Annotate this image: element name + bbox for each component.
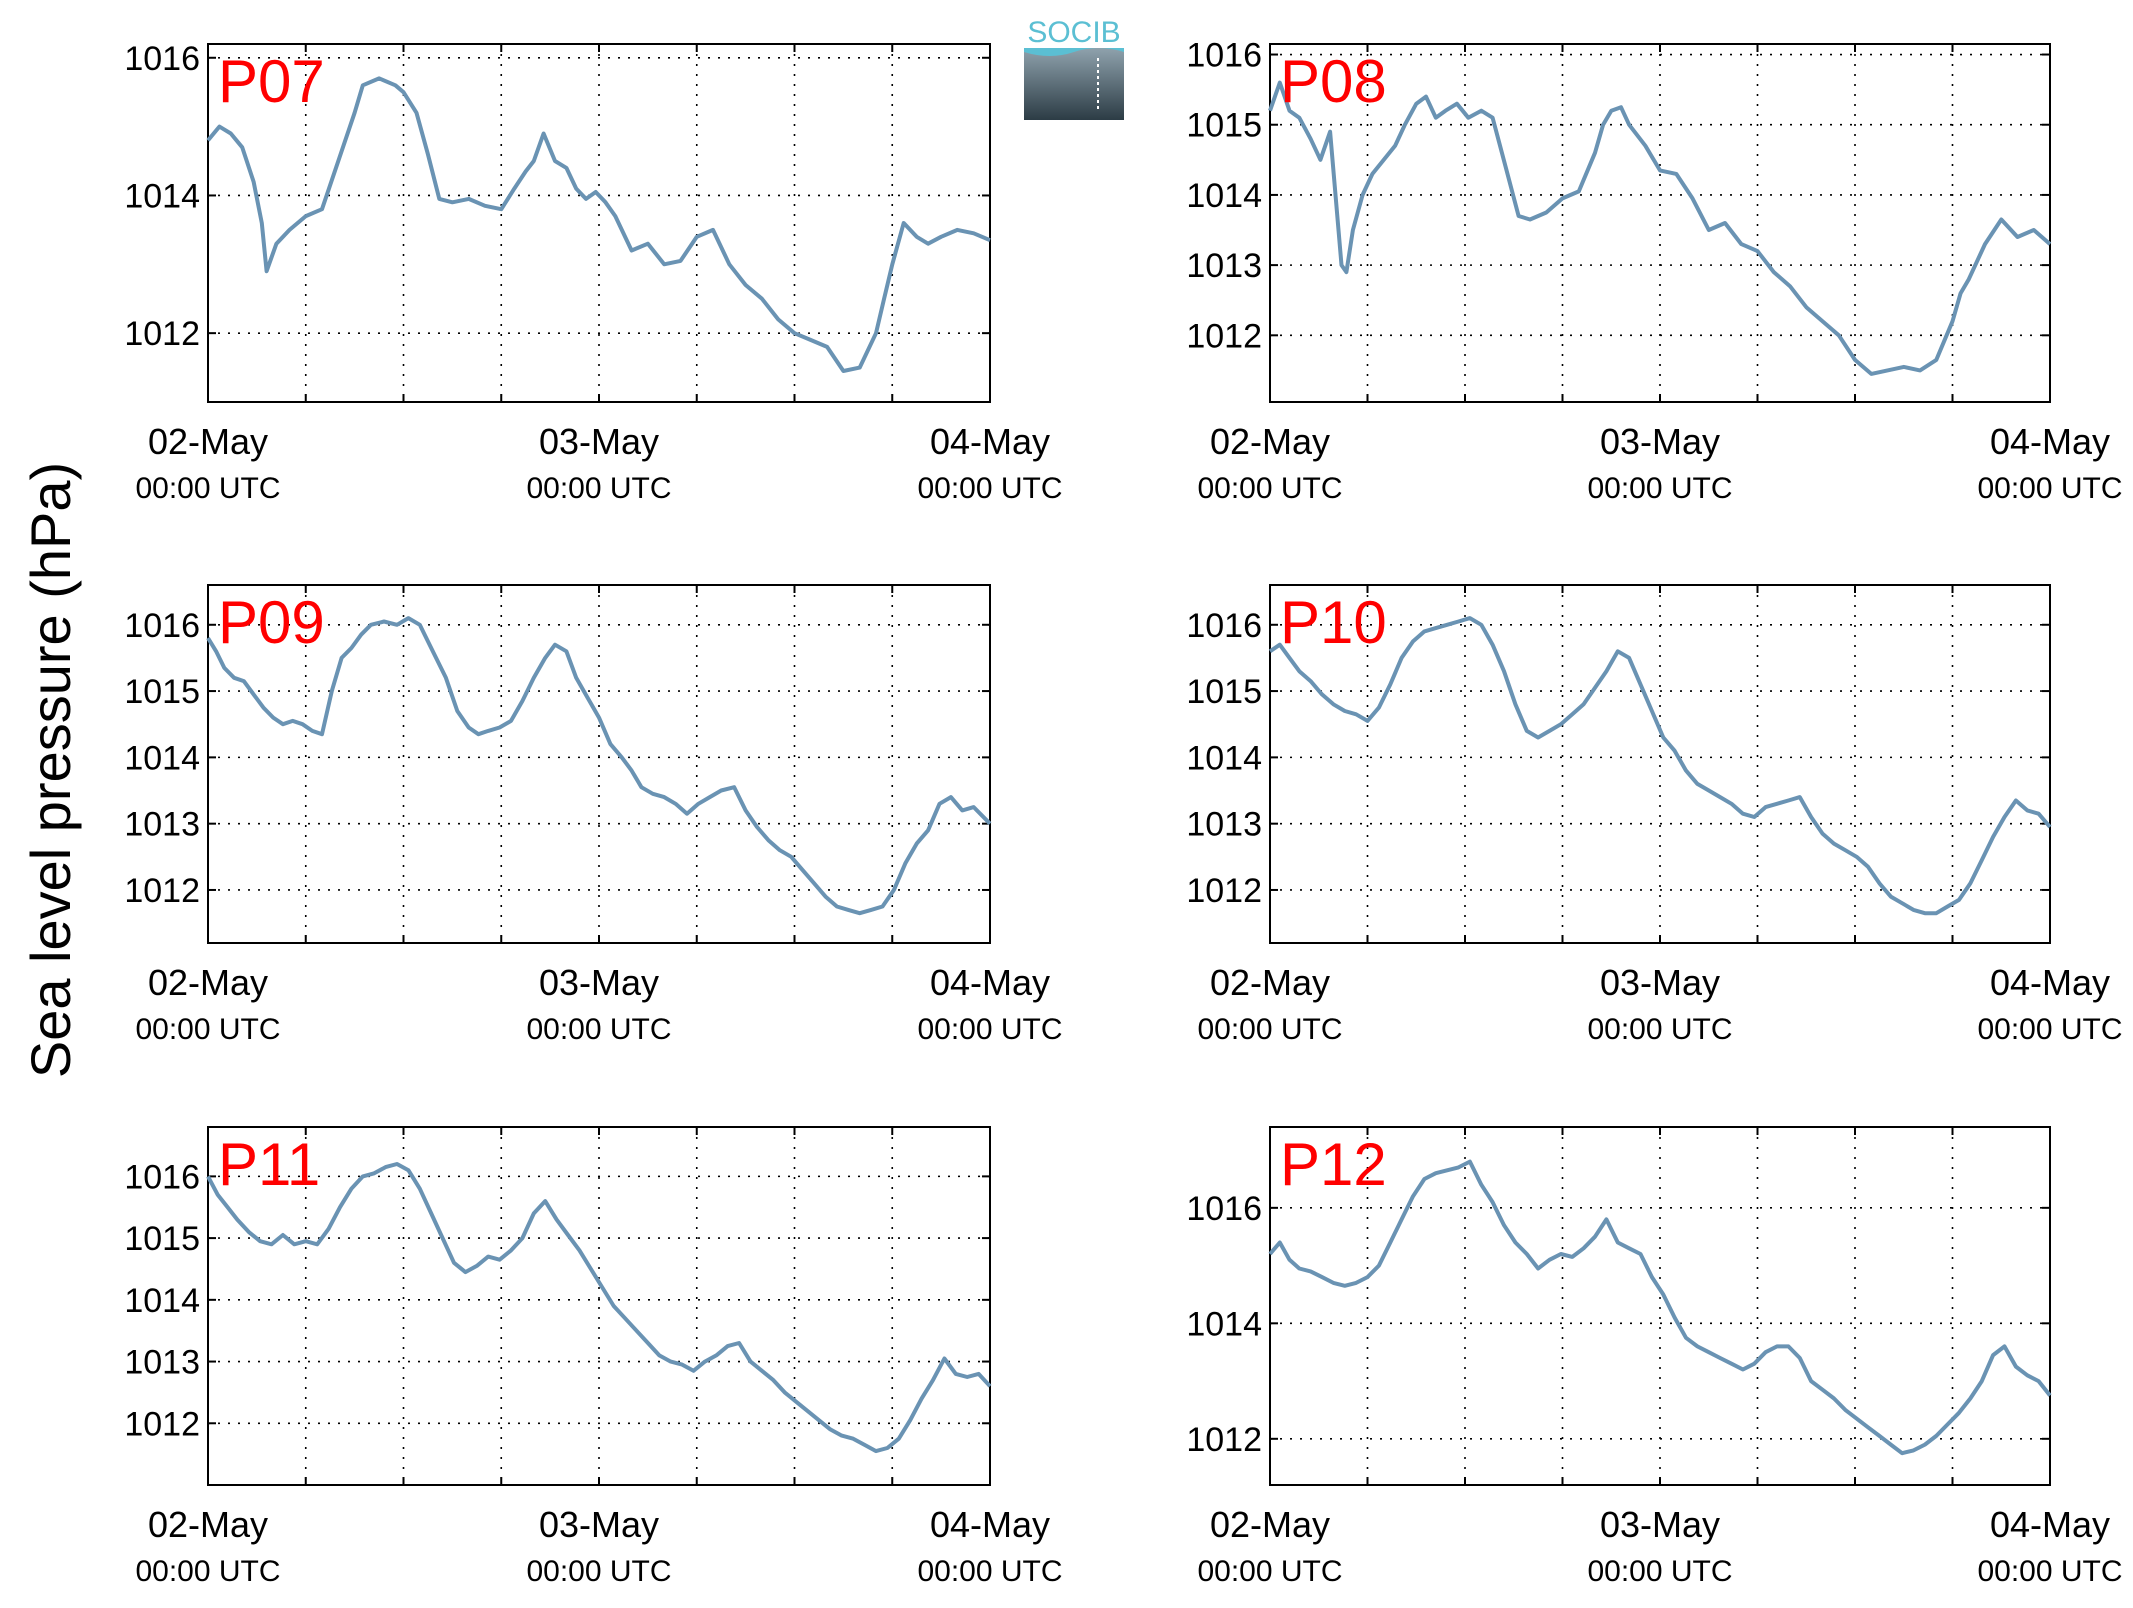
x-tick-label-date: 04-May [1990, 1504, 2110, 1545]
logo-block [1024, 48, 1124, 120]
x-tick-label-time: 00:00 UTC [1197, 472, 1342, 505]
x-tick-label-date: 03-May [539, 1504, 659, 1545]
x-tick-label-time: 00:00 UTC [526, 472, 671, 505]
x-tick-label-time: 00:00 UTC [917, 472, 1062, 505]
series-line [206, 76, 991, 373]
y-tick-label: 1016 [124, 607, 200, 645]
y-tick-label: 1015 [124, 673, 200, 711]
logo-wave [1024, 48, 1124, 56]
y-tick-label: 1016 [124, 40, 200, 78]
x-tick-label-date: 03-May [539, 962, 659, 1003]
x-tick-label-date: 02-May [1210, 962, 1330, 1003]
figure-ylabel: Sea level pressure (hPa) [19, 462, 82, 1078]
x-tick-label-time: 00:00 UTC [1977, 1013, 2122, 1046]
plot-frame [1269, 1126, 2051, 1486]
x-tick-label-time: 00:00 UTC [1197, 1013, 1342, 1046]
x-tick-label-time: 00:00 UTC [1587, 1555, 1732, 1588]
x-tick-label-date: 03-May [1600, 1504, 1720, 1545]
x-tick-label-time: 00:00 UTC [1587, 472, 1732, 505]
series-line [1268, 616, 2052, 916]
panels: 1012 1014 1016 02-May 00:00 UTC 03-May 00:00 U… [124, 37, 2122, 1588]
socib-logo: SOCIB [1024, 16, 1124, 120]
series-line [1268, 80, 2052, 376]
y-tick-label: 1014 [1186, 739, 1262, 777]
plot-frame [1269, 584, 2051, 944]
panel-title: P12 [1280, 1131, 1387, 1198]
y-tick-label: 1013 [1186, 247, 1262, 285]
y-tick-label: 1016 [1186, 607, 1262, 645]
plot-frame [207, 1126, 991, 1486]
panel-title: P08 [1280, 48, 1387, 115]
x-tick-label-time: 00:00 UTC [526, 1013, 671, 1046]
y-tick-label: 1014 [124, 739, 200, 777]
panel-title: P10 [1280, 589, 1387, 656]
y-tick-label: 1015 [124, 1220, 200, 1258]
panel-title: P07 [218, 48, 325, 115]
series-line [206, 616, 992, 916]
series-line [1268, 1159, 2052, 1456]
y-tick-label: 1014 [1186, 1305, 1262, 1343]
y-tick-label: 1012 [124, 872, 200, 910]
y-tick-label: 1012 [124, 315, 200, 353]
y-tick-label: 1014 [124, 1282, 200, 1320]
x-tick-label-time: 00:00 UTC [1977, 472, 2122, 505]
x-tick-label-date: 03-May [1600, 962, 1720, 1003]
y-tick-label: 1016 [1186, 1190, 1262, 1228]
panel-p11: 1012 1013 1014 1015 1016 02-May 00:00 UTC 03-Ma… [124, 1126, 1063, 1588]
y-tick-label: 1012 [1186, 872, 1262, 910]
y-tick-label: 1013 [124, 1344, 200, 1382]
y-tick-label: 1012 [1186, 317, 1262, 355]
y-tick-label: 1014 [124, 177, 200, 215]
panel-p12: 1012 1014 1016 02-May 00:00 UTC 03-May 00:00 U… [1186, 1126, 2123, 1588]
panel-title: P11 [218, 1131, 320, 1198]
x-tick-label-time: 00:00 UTC [1587, 1013, 1732, 1046]
x-tick-label-date: 03-May [539, 421, 659, 462]
y-tick-label: 1015 [1186, 107, 1262, 145]
x-tick-label-time: 00:00 UTC [135, 1013, 280, 1046]
series-line [206, 1162, 992, 1454]
x-tick-label-date: 02-May [1210, 1504, 1330, 1545]
y-tick-label: 1013 [1186, 806, 1262, 844]
panel-title: P09 [218, 589, 325, 656]
x-tick-label-date: 04-May [1990, 421, 2110, 462]
x-tick-label-time: 00:00 UTC [1977, 1555, 2122, 1588]
panel-p08: 1012 1013 1014 1015 1016 02-May 00:00 UTC 03-Ma… [1186, 37, 2122, 505]
y-tick-label: 1012 [124, 1405, 200, 1443]
x-tick-label-time: 00:00 UTC [135, 1555, 280, 1588]
x-tick-label-date: 02-May [148, 1504, 268, 1545]
y-tick-label: 1013 [124, 806, 200, 844]
x-tick-label-time: 00:00 UTC [1197, 1555, 1342, 1588]
x-tick-label-date: 02-May [148, 962, 268, 1003]
x-tick-label-date: 04-May [930, 962, 1050, 1003]
y-tick-label: 1016 [1186, 37, 1262, 75]
y-tick-label: 1012 [1186, 1421, 1262, 1459]
panel-p07: 1012 1014 1016 02-May 00:00 UTC 03-May 00:00 U… [124, 40, 1062, 505]
x-tick-label-time: 00:00 UTC [917, 1013, 1062, 1046]
x-tick-label-date: 02-May [1210, 421, 1330, 462]
x-tick-label-date: 03-May [1600, 421, 1720, 462]
x-tick-label-date: 04-May [1990, 962, 2110, 1003]
plot-frame [1269, 43, 2051, 403]
logo-text: SOCIB [1027, 16, 1120, 49]
y-tick-label: 1015 [1186, 673, 1262, 711]
x-tick-label-time: 00:00 UTC [917, 1555, 1062, 1588]
x-tick-label-time: 00:00 UTC [526, 1555, 671, 1588]
y-tick-label: 1014 [1186, 177, 1262, 215]
y-tick-label: 1016 [124, 1158, 200, 1196]
x-tick-label-date: 04-May [930, 421, 1050, 462]
x-tick-label-time: 00:00 UTC [135, 472, 280, 505]
x-tick-label-date: 02-May [148, 421, 268, 462]
panel-p10: 1012 1013 1014 1015 1016 02-May 00:00 UTC 03-Ma… [1186, 584, 2123, 1046]
x-tick-label-date: 04-May [930, 1504, 1050, 1545]
panel-p09: 1012 1013 1014 1015 1016 02-May 00:00 UTC 03-Ma… [124, 584, 1063, 1046]
plot-frame [207, 43, 991, 403]
